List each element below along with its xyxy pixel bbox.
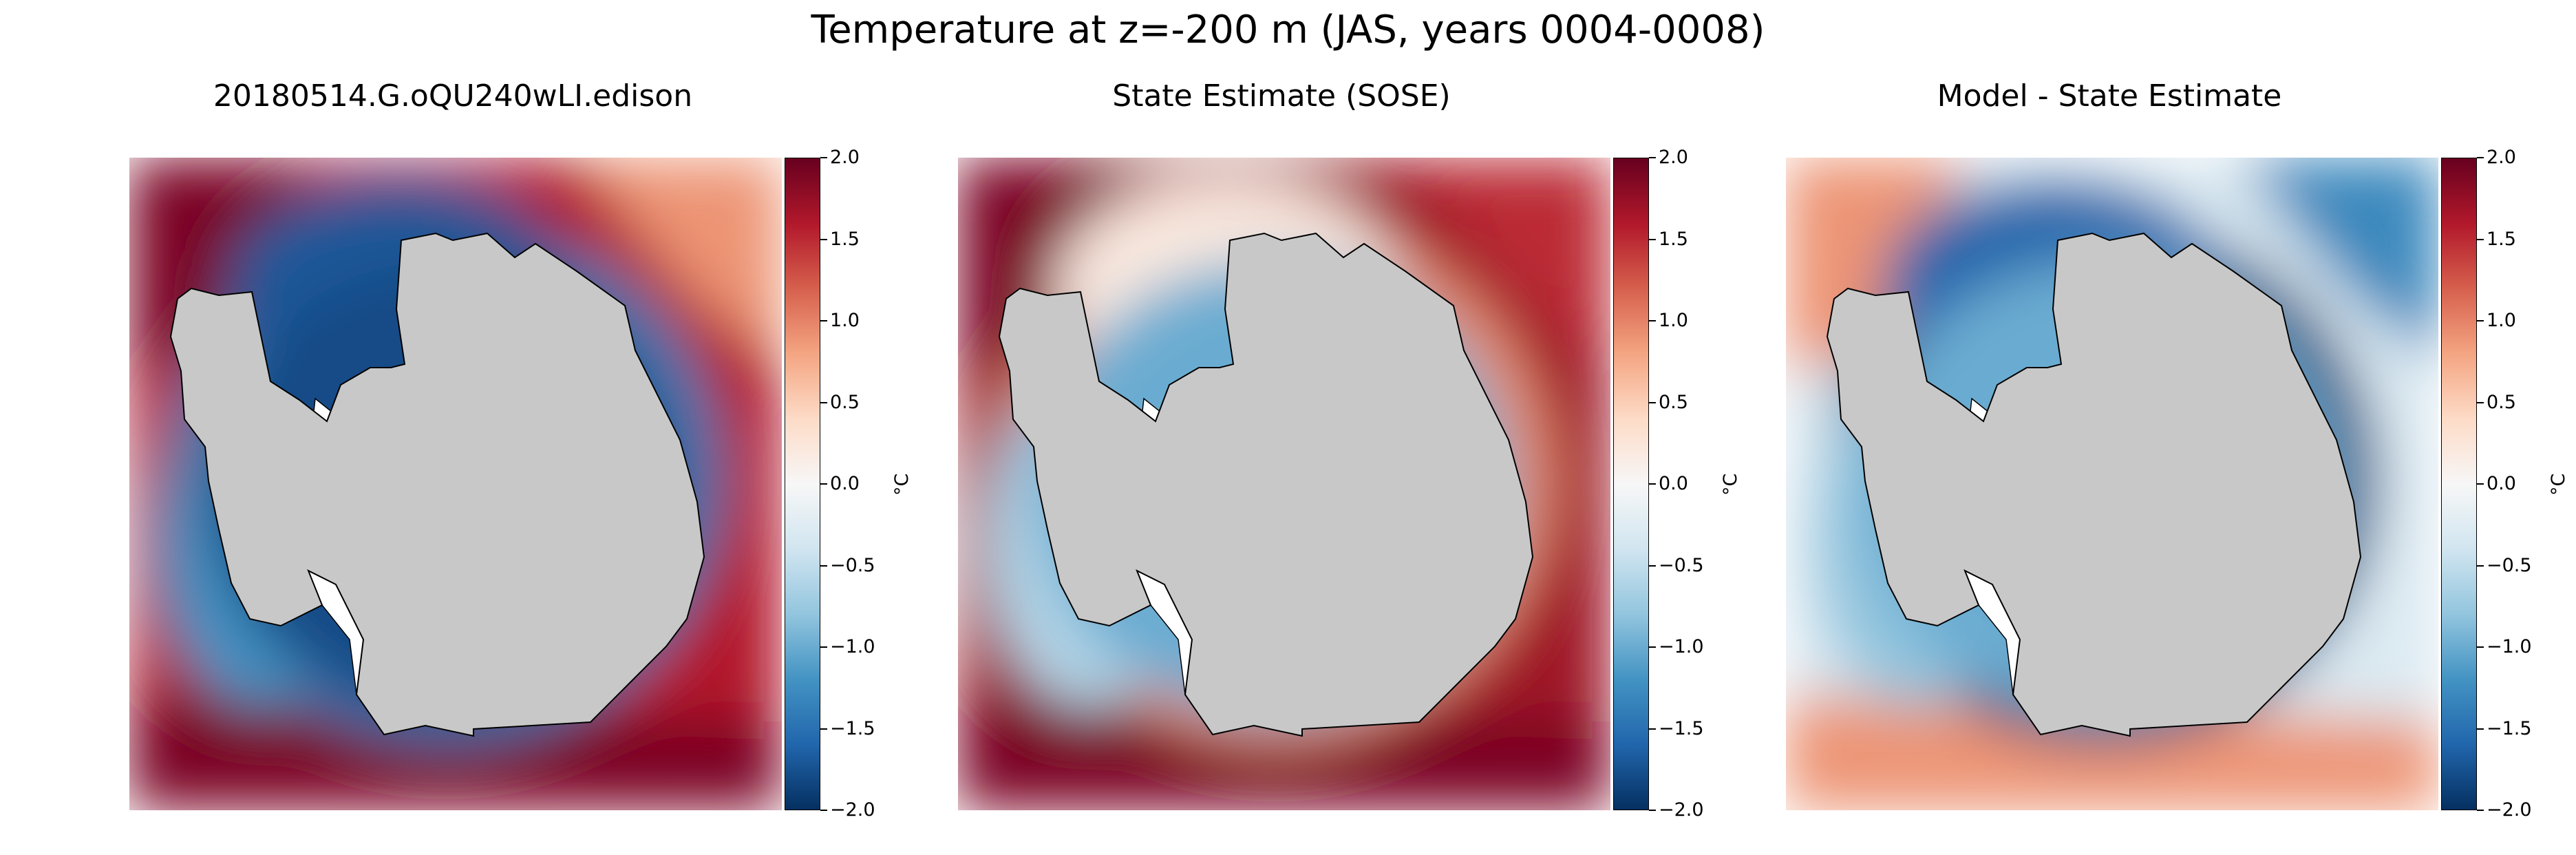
colorbar-tick-mark [820,646,827,648]
antarctica-landmass [998,232,1534,737]
colorbar-tick-label: −1.0 [1659,636,1704,657]
colorbar-tick-mark [2477,320,2484,321]
colorbar-sose [1613,158,1649,810]
colorbar-tick-mark [820,728,827,730]
colorbar-tick-mark [2477,157,2484,158]
region-pacific-outer [958,695,1610,810]
colorbar-tick-mark [1649,157,1656,158]
temperature-map-difference [1786,158,2438,810]
colorbar-tick-label: 0.0 [2487,473,2516,494]
colorbar-tick-label: 2.0 [830,147,860,168]
colorbar-tick-mark [2477,810,2484,811]
colorbar-tick-mark [2477,238,2484,240]
colorbar-tick-label: 2.0 [1659,147,1688,168]
colorbar-tick-label: 0.5 [1659,391,1688,413]
colorbar-tick-label: 0.0 [830,473,860,494]
colorbar-tick-label: −2.0 [2487,799,2532,821]
colorbar-tick-label: 1.0 [1659,310,1688,331]
region-pacific-outer [129,695,782,810]
colorbar-tick-mark [2477,728,2484,730]
colorbar-tick-mark [2477,483,2484,485]
colorbar-tick-label: 1.0 [830,310,860,331]
colorbar-tick-label: 0.5 [830,391,860,413]
colorbar-tick-label: 2.0 [2487,147,2516,168]
colorbar-tick-label: −1.5 [830,717,875,739]
colorbar-tick-label: −2.0 [830,799,875,821]
colorbar-tick-mark [2477,564,2484,567]
map-svg [1786,158,2438,810]
colorbar-tick-label: −0.5 [1659,554,1704,576]
colorbar-tick-mark [1649,483,1656,485]
colorbar-tick-label: 0.5 [2487,391,2516,413]
colorbar-tick-mark [820,564,827,567]
colorbar-tick-label: 0.0 [1659,473,1688,494]
colorbar-tick-mark [2477,401,2484,403]
colorbar-tick-mark [820,157,827,158]
temperature-map-model [129,158,782,810]
colorbar-tick-mark [820,320,827,321]
colorbar-tick-label: −2.0 [1659,799,1704,821]
colorbar-label-difference: °C [2548,473,2569,496]
antarctica-landmass [169,232,705,737]
colorbar-tick-mark [820,401,827,403]
colorbar-tick-label: −0.5 [830,554,875,576]
colorbar-tick-label: −1.5 [2487,717,2532,739]
colorbar-tick-mark [1649,728,1656,730]
map-svg [958,158,1610,810]
panel-title-difference: Model - State Estimate [1937,78,2282,114]
colorbar-label-sose: °C [1720,473,1741,496]
colorbar-tick-mark [1649,238,1656,240]
figure-title: Temperature at z=-200 m (JAS, years 0004… [811,8,1765,52]
panel-title-model: 20180514.G.oQU240wLI.edison [213,78,693,114]
colorbar-tick-mark [820,810,827,811]
region-pacific-outer [1786,695,2438,810]
region-indian-outer [2233,158,2438,364]
colorbar-tick-label: 1.5 [2487,228,2516,250]
colorbar-tick-label: −0.5 [2487,554,2532,576]
colorbar-label-model: °C [891,473,913,496]
map-svg [129,158,782,810]
panel-title-sose: State Estimate (SOSE) [1112,78,1451,114]
colorbar-tick-mark [820,483,827,485]
region-indian-outer [1405,158,1610,364]
colorbar-tick-mark [1649,646,1656,648]
colorbar-tick-mark [1649,564,1656,567]
colorbar-tick-label: −1.0 [2487,636,2532,657]
colorbar-tick-mark [1649,810,1656,811]
colorbar-tick-label: 1.5 [1659,228,1688,250]
colorbar-tick-label: 1.5 [830,228,860,250]
temperature-map-sose [958,158,1610,810]
colorbar-tick-label: −1.5 [1659,717,1704,739]
colorbar-difference [2441,158,2477,810]
colorbar-tick-mark [1649,401,1656,403]
colorbar-model [785,158,820,810]
colorbar-tick-label: 1.0 [2487,310,2516,331]
antarctica-landmass [1826,232,2362,737]
colorbar-tick-mark [820,238,827,240]
colorbar-tick-mark [2477,646,2484,648]
colorbar-tick-mark [1649,320,1656,321]
colorbar-tick-label: −1.0 [830,636,875,657]
region-indian-outer [577,158,782,364]
